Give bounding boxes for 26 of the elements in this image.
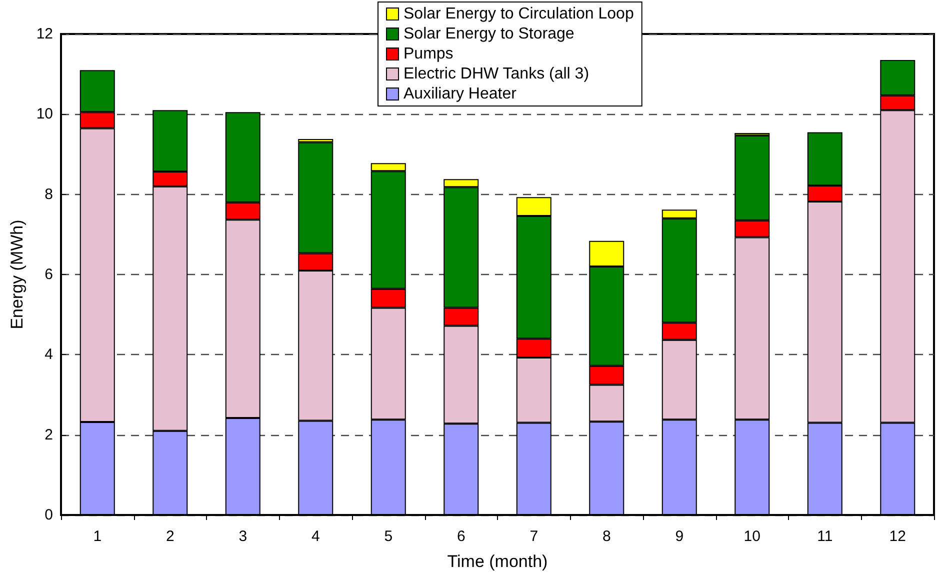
y-tick-label: 4 xyxy=(44,346,53,364)
x-tick-label: 8 xyxy=(602,528,611,545)
x-tick-label: 6 xyxy=(456,528,466,545)
x-tick-label: 5 xyxy=(384,528,393,545)
x-axis-title: Time (month) xyxy=(447,552,548,571)
y-tick-label: 12 xyxy=(36,26,53,42)
legend-label: Solar Energy to Circulation Loop xyxy=(404,6,634,22)
y-tick-label: 6 xyxy=(44,266,53,283)
y-tick-label: 10 xyxy=(36,106,53,123)
legend-label: Auxiliary Heater xyxy=(404,86,518,102)
y-tick-label: 8 xyxy=(44,186,53,203)
x-tick-label: 3 xyxy=(238,528,248,545)
y-tick-label: 0 xyxy=(44,506,53,524)
x-tick-label: 9 xyxy=(675,528,684,545)
x-tick-label: 2 xyxy=(166,528,174,545)
x-tick-label: 12 xyxy=(889,528,906,545)
x-tick-label: 10 xyxy=(744,528,760,545)
legend-label: Pumps xyxy=(404,46,454,62)
x-tick-label: 1 xyxy=(93,528,102,545)
legend-label: Solar Energy to Storage xyxy=(404,26,574,42)
x-tick-label: 11 xyxy=(817,528,833,545)
y-axis-title: Energy (MWh) xyxy=(7,220,26,330)
x-tick-label: 7 xyxy=(530,528,538,545)
y-tick-label: 2 xyxy=(44,426,53,444)
x-tick-label: 4 xyxy=(311,528,320,545)
legend-label: Electric DHW Tanks (all 3) xyxy=(404,66,590,82)
